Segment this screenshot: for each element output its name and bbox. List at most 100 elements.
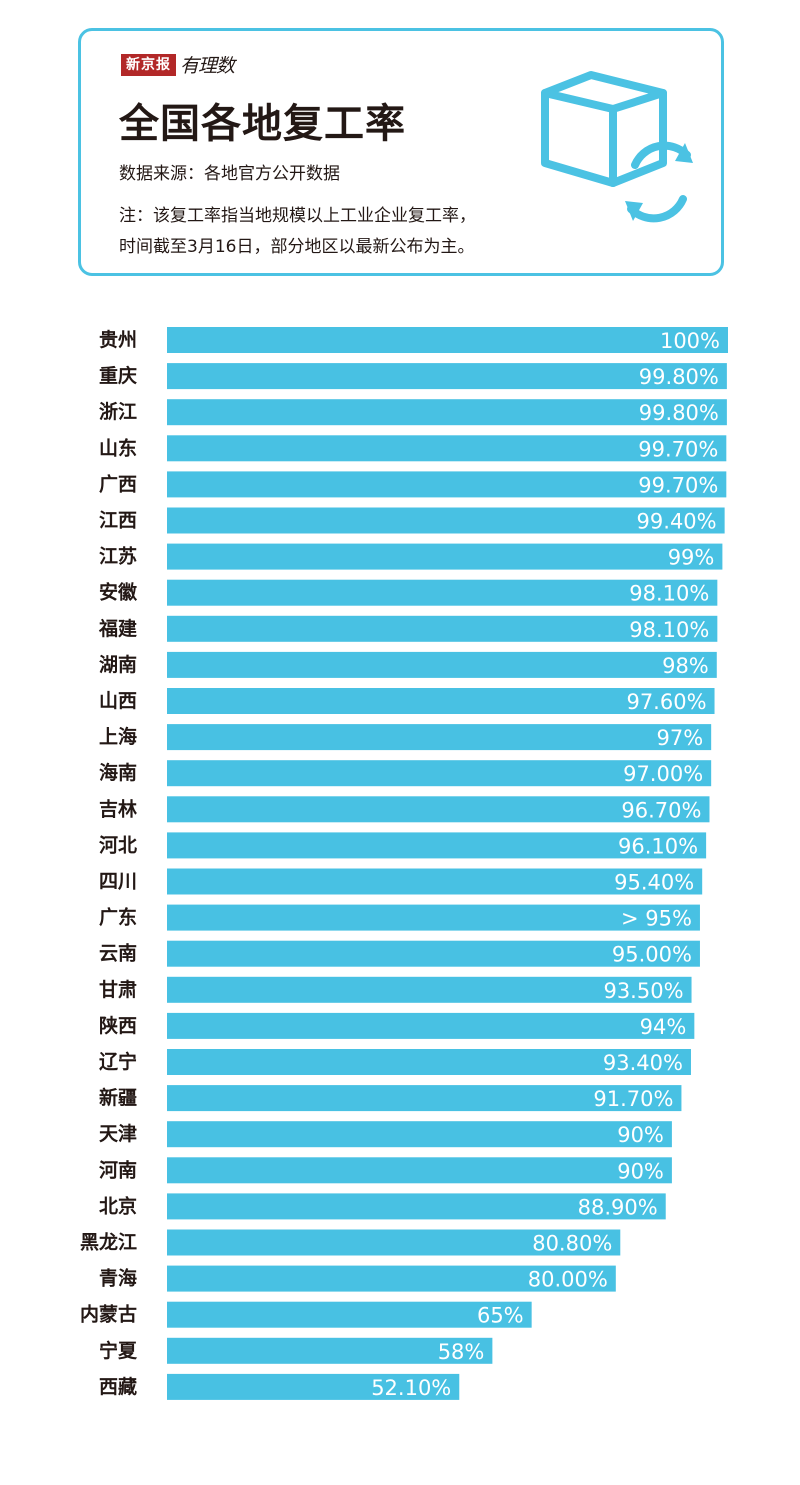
value-label: 99% bbox=[668, 546, 715, 570]
bar bbox=[167, 1012, 695, 1039]
category-label: 吉林 bbox=[99, 797, 137, 820]
value-label: 95.00% bbox=[612, 943, 692, 967]
bar bbox=[167, 1337, 493, 1364]
category-label: 广东 bbox=[99, 906, 137, 929]
page-title: 全国各地复工率 bbox=[119, 101, 406, 147]
bar bbox=[167, 796, 710, 823]
category-label: 内蒙古 bbox=[80, 1303, 137, 1326]
brand: 新京报 有理数 bbox=[121, 51, 235, 78]
category-label: 新疆 bbox=[99, 1086, 137, 1109]
bar bbox=[167, 543, 723, 570]
value-label: 99.70% bbox=[638, 437, 718, 461]
bar bbox=[167, 832, 707, 859]
bar bbox=[167, 724, 712, 751]
value-label: 52.10% bbox=[371, 1376, 451, 1400]
value-label: 96.70% bbox=[621, 798, 701, 822]
category-label: 四川 bbox=[99, 871, 137, 893]
brand-logo: 新京报 bbox=[121, 53, 176, 76]
value-label: 99.70% bbox=[638, 473, 718, 497]
value-label: 99.40% bbox=[637, 510, 717, 534]
category-label: 安徽 bbox=[99, 581, 138, 604]
category-label: 陕西 bbox=[99, 1014, 137, 1037]
bar bbox=[167, 327, 728, 353]
bar bbox=[167, 1229, 621, 1256]
category-label: 河北 bbox=[99, 834, 137, 856]
value-label: 98.10% bbox=[629, 618, 709, 642]
bar bbox=[167, 363, 727, 390]
bar bbox=[167, 1301, 532, 1328]
box-refresh-icon bbox=[541, 71, 693, 223]
value-label: 90% bbox=[617, 1159, 664, 1183]
value-label: 91.70% bbox=[593, 1087, 673, 1111]
bar bbox=[167, 1193, 666, 1220]
category-label: 辽宁 bbox=[99, 1050, 137, 1073]
category-label: 江西 bbox=[99, 510, 137, 532]
category-label: 云南 bbox=[99, 943, 137, 965]
value-label: 98.10% bbox=[629, 582, 709, 606]
value-label: 99.80% bbox=[639, 365, 719, 389]
category-label: 北京 bbox=[99, 1194, 137, 1217]
note-line-2: 时间截至3月16日，部分地区以最新公布为主。 bbox=[119, 237, 475, 257]
value-label: 100% bbox=[660, 329, 720, 353]
bar bbox=[167, 1373, 460, 1400]
category-label: 宁夏 bbox=[99, 1339, 138, 1362]
value-label: 58% bbox=[438, 1340, 485, 1364]
value-label: > 95% bbox=[621, 907, 692, 931]
bar bbox=[167, 1157, 672, 1184]
bar bbox=[167, 615, 718, 642]
category-label: 山东 bbox=[99, 436, 137, 459]
bar bbox=[167, 1121, 672, 1148]
bar bbox=[167, 868, 703, 895]
value-label: 65% bbox=[477, 1304, 524, 1328]
bar bbox=[167, 399, 727, 426]
bar bbox=[167, 1085, 682, 1112]
value-label: 80.00% bbox=[528, 1268, 608, 1292]
value-label: 97% bbox=[656, 726, 703, 750]
category-label: 河南 bbox=[99, 1159, 137, 1181]
category-label: 黑龙江 bbox=[80, 1231, 137, 1254]
value-label: 88.90% bbox=[578, 1195, 658, 1219]
category-label: 天津 bbox=[99, 1122, 137, 1145]
value-label: 80.80% bbox=[532, 1232, 612, 1256]
header-panel: 新京报 有理数 全国各地复工率 数据来源：各地官方公开数据 注：该复工率指当地规… bbox=[78, 28, 724, 276]
category-label: 江苏 bbox=[99, 545, 137, 568]
note-line-1: 注：该复工率指当地规模以上工业企业复工率， bbox=[119, 206, 476, 226]
bar bbox=[167, 688, 715, 714]
bar bbox=[167, 1049, 691, 1075]
value-label: 99.80% bbox=[639, 401, 719, 425]
bar bbox=[167, 976, 692, 1003]
category-label: 浙江 bbox=[99, 400, 137, 423]
value-label: 93.40% bbox=[603, 1051, 683, 1075]
value-label: 93.50% bbox=[603, 979, 683, 1003]
value-label: 96.10% bbox=[618, 834, 698, 858]
category-label: 青海 bbox=[99, 1267, 137, 1290]
brand-column-name: 有理数 bbox=[180, 55, 235, 77]
value-label: 98% bbox=[662, 654, 709, 678]
value-label: 94% bbox=[640, 1015, 687, 1039]
bar bbox=[167, 579, 718, 606]
category-label: 福建 bbox=[98, 617, 137, 640]
category-label: 西藏 bbox=[99, 1375, 137, 1398]
category-label: 甘肃 bbox=[99, 978, 137, 1001]
value-label: 90% bbox=[617, 1123, 664, 1147]
bar bbox=[167, 1265, 616, 1292]
bar bbox=[167, 904, 700, 931]
category-label: 山西 bbox=[99, 690, 137, 712]
category-label: 重庆 bbox=[99, 364, 137, 387]
bar bbox=[167, 435, 727, 462]
data-source: 数据来源：各地官方公开数据 bbox=[119, 164, 340, 184]
category-label: 湖南 bbox=[99, 654, 137, 676]
value-label: 97.00% bbox=[623, 762, 703, 786]
bar bbox=[167, 651, 717, 678]
category-label: 贵州 bbox=[99, 329, 137, 351]
note: 注：该复工率指当地规模以上工业企业复工率， 时间截至3月16日，部分地区以最新公… bbox=[119, 201, 476, 263]
value-label: 97.60% bbox=[626, 690, 706, 714]
bar bbox=[167, 471, 727, 498]
category-label: 广西 bbox=[99, 472, 137, 495]
value-label: 95.40% bbox=[614, 871, 694, 895]
category-label: 上海 bbox=[99, 725, 137, 748]
bar bbox=[167, 760, 712, 787]
category-label: 海南 bbox=[99, 761, 137, 784]
bar bbox=[167, 940, 700, 967]
